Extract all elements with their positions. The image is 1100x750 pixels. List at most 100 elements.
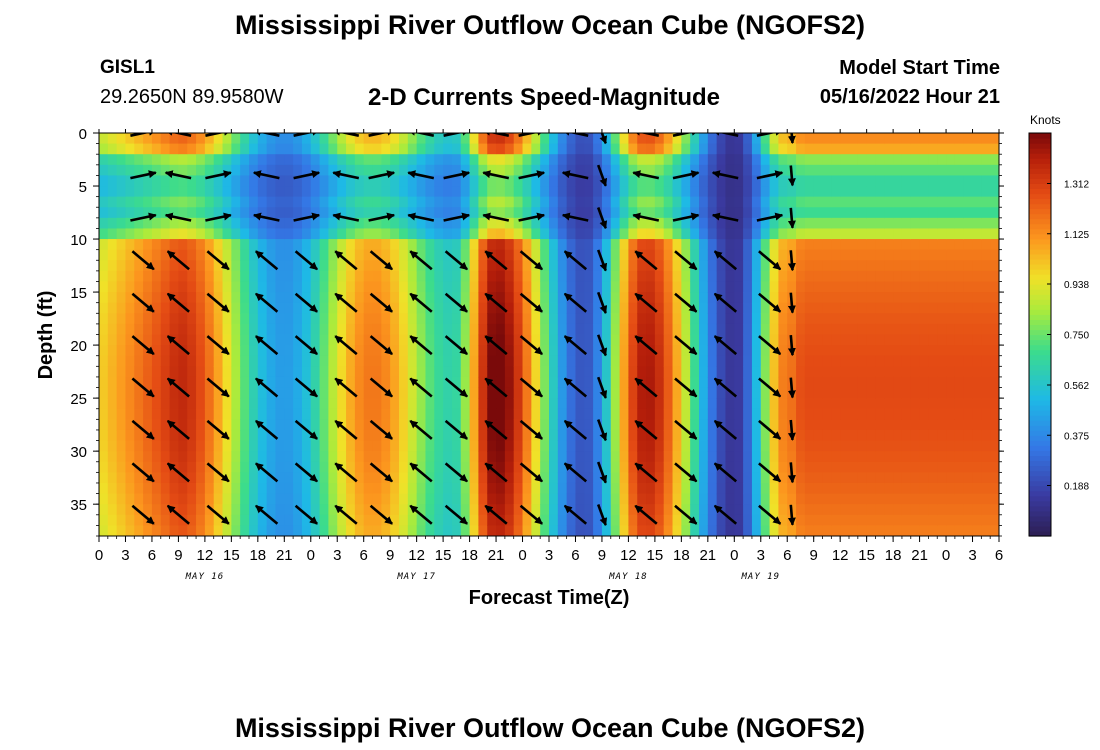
heatmap-cell — [743, 249, 753, 261]
heatmap-cell — [937, 387, 947, 399]
heatmap-cell — [240, 154, 250, 166]
heatmap-cell — [707, 313, 718, 325]
heatmap-cell — [566, 493, 577, 505]
heatmap-cell — [778, 429, 788, 442]
heatmap-cell — [372, 408, 382, 420]
heatmap-cell — [584, 408, 594, 420]
heatmap-cell — [672, 270, 682, 283]
heatmap-cell — [646, 482, 656, 495]
heatmap-cell — [849, 345, 859, 357]
heatmap-cell — [610, 472, 621, 484]
current-arrow — [294, 335, 318, 356]
heatmap-cell — [213, 249, 224, 261]
current-arrow — [206, 292, 230, 313]
heatmap-cell — [813, 376, 824, 389]
heatmap-cell — [663, 133, 674, 145]
heatmap-cell — [893, 186, 903, 198]
heatmap-cell — [716, 398, 727, 410]
heatmap-cell — [549, 334, 559, 346]
heatmap-cell — [875, 451, 885, 463]
heatmap-cell — [443, 207, 453, 219]
heatmap-cell — [381, 398, 391, 410]
heatmap-cell — [901, 366, 912, 378]
heatmap-cell — [663, 408, 674, 420]
heatmap-cell — [813, 514, 824, 526]
heatmap-cell — [469, 217, 480, 230]
heatmap-cell — [460, 440, 471, 452]
heatmap-cell — [981, 228, 991, 240]
heatmap-cell — [663, 164, 674, 177]
heatmap-cell — [125, 525, 135, 536]
heatmap-cell — [213, 419, 224, 431]
heatmap-cell — [443, 292, 453, 304]
heatmap-cell — [981, 376, 991, 389]
colorbar-segment — [1029, 505, 1051, 512]
heatmap-cell — [319, 239, 330, 251]
heatmap-cell — [954, 419, 965, 431]
heatmap-cell — [372, 175, 382, 187]
heatmap-cell — [875, 270, 885, 283]
heatmap-cell — [937, 366, 947, 378]
heatmap-cell — [513, 408, 524, 420]
colorbar-segment — [1029, 344, 1051, 351]
heatmap-cell — [240, 376, 250, 389]
heatmap-cell — [213, 302, 224, 314]
heatmap-cell — [328, 175, 338, 187]
heatmap-cell — [319, 504, 330, 516]
heatmap-cell — [354, 281, 365, 293]
heatmap-cell — [143, 440, 153, 452]
heatmap-cell — [372, 217, 382, 230]
heatmap-cell — [346, 419, 356, 431]
current-arrow — [164, 133, 192, 137]
heatmap-cell — [531, 482, 541, 495]
heatmap-cell — [240, 164, 250, 177]
heatmap-cell — [425, 217, 435, 230]
heatmap-cell — [866, 249, 877, 261]
heatmap-cell — [381, 239, 391, 251]
heatmap-cell — [654, 472, 665, 484]
heatmap-cell — [619, 419, 630, 431]
heatmap-cell — [804, 461, 815, 473]
heatmap-cell — [390, 419, 400, 431]
heatmap-cell — [751, 249, 762, 261]
heatmap-cell — [178, 323, 188, 336]
heatmap-cell — [875, 228, 885, 240]
current-arrow — [368, 212, 396, 222]
current-arrow — [484, 335, 508, 356]
heatmap-cell — [778, 323, 788, 336]
colorbar-segment — [1029, 188, 1051, 195]
heatmap-cell — [884, 429, 894, 442]
heatmap-cell — [584, 355, 594, 367]
heatmap-cell — [522, 514, 532, 526]
heatmap-cell — [760, 525, 771, 536]
heatmap-cell — [954, 154, 965, 166]
colorbar-segment — [1029, 369, 1051, 376]
heatmap-cell — [566, 472, 577, 484]
heatmap-cell — [363, 504, 374, 516]
heatmap-cell — [584, 196, 594, 208]
heatmap-cell — [972, 175, 982, 187]
current-arrow — [634, 335, 658, 356]
heatmap-cell — [910, 440, 921, 452]
heatmap-cell — [107, 345, 118, 357]
heatmap-cell — [151, 323, 162, 336]
heatmap-cell — [822, 133, 832, 145]
heatmap-cell — [522, 323, 532, 336]
heatmap-cell — [293, 493, 303, 505]
heatmap-cell — [319, 525, 330, 536]
heatmap-cell — [196, 376, 206, 389]
heatmap-cell — [231, 313, 241, 325]
heatmap-cell — [954, 313, 965, 325]
heatmap-cell — [734, 334, 744, 346]
heatmap-cell — [884, 292, 894, 304]
heatmap-cell — [963, 239, 974, 251]
heatmap-cell — [849, 482, 859, 495]
heatmap-cell — [496, 249, 506, 261]
heatmap-cell — [169, 440, 180, 452]
heatmap-cell — [328, 419, 338, 431]
current-arrow — [368, 133, 396, 137]
heatmap-cell — [716, 175, 727, 187]
heatmap-cell — [363, 355, 374, 367]
heatmap-cell — [646, 154, 656, 166]
heatmap-cell — [151, 440, 162, 452]
